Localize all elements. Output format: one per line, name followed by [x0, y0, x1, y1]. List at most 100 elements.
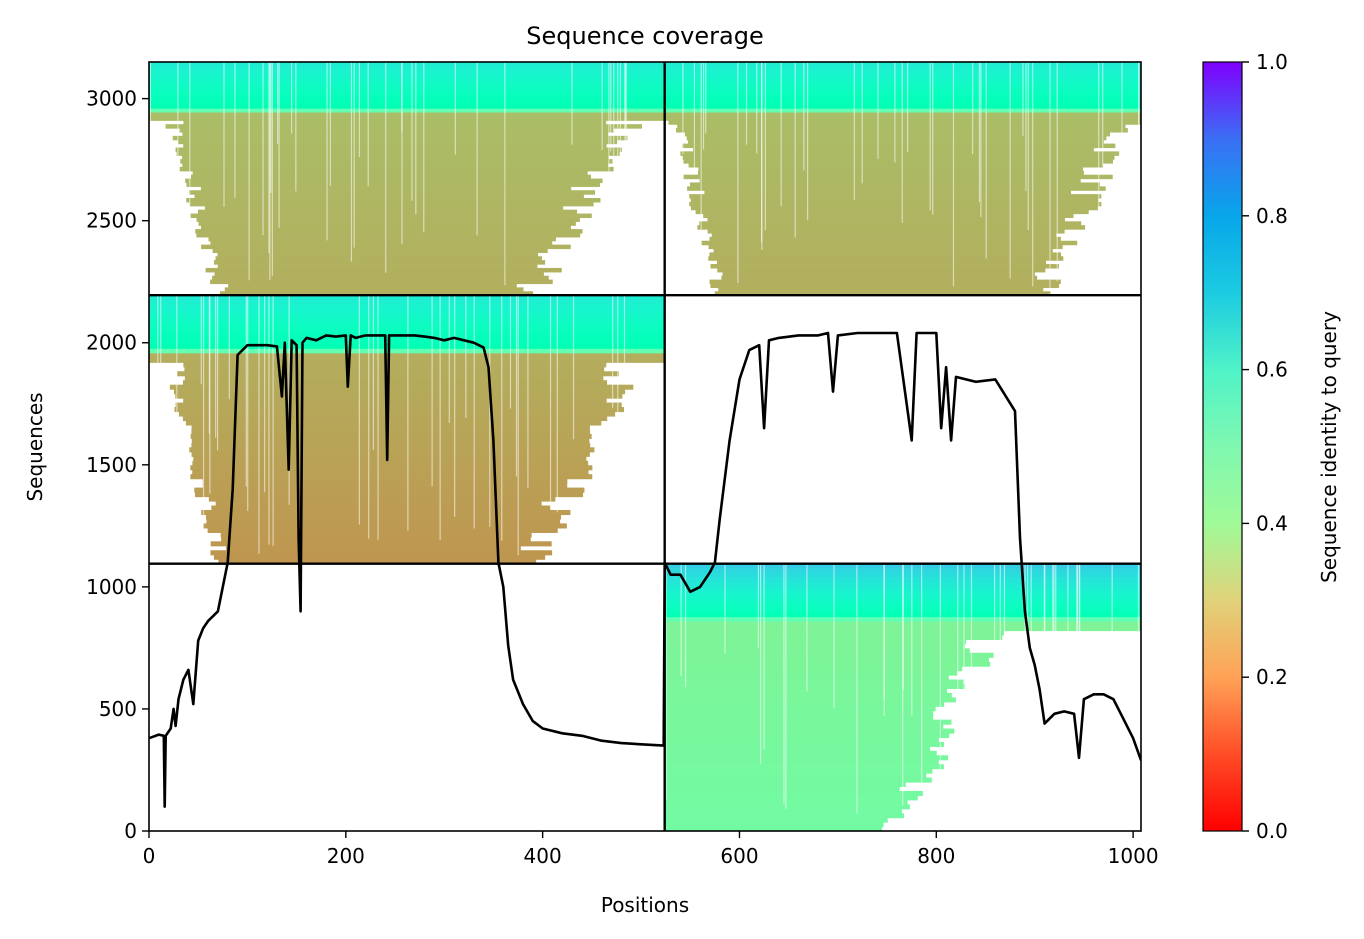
heatmap-row: [149, 326, 665, 332]
heatmap-row: [149, 81, 665, 86]
gap-column: [209, 295, 211, 494]
heatmap-row: [149, 335, 665, 341]
gap-column: [358, 295, 360, 525]
heatmap-row: [664, 822, 884, 828]
heatmap-row: [169, 384, 634, 390]
gap-column: [764, 62, 766, 231]
heatmap-row: [189, 447, 595, 453]
heatmap-row: [190, 213, 592, 219]
heatmap-row: [704, 190, 1072, 195]
heatmap-row: [208, 496, 556, 502]
y-tick-label: 500: [99, 697, 137, 721]
heatmap-row: [149, 330, 665, 337]
heatmap-row: [205, 267, 562, 273]
heatmap-row: [149, 308, 665, 314]
heatmap-row: [183, 398, 607, 404]
y-axis-label: Sequences: [23, 392, 47, 501]
heatmap-row: [149, 116, 665, 121]
gap-column: [358, 62, 360, 158]
heatmap-row: [695, 209, 1089, 215]
gap-column: [613, 62, 615, 163]
gap-column: [619, 62, 622, 236]
heatmap-row: [713, 248, 1053, 253]
gap-column: [894, 62, 896, 163]
gap-column: [329, 62, 331, 186]
heatmap-row: [182, 131, 609, 137]
heatmap-row: [177, 139, 618, 145]
x-axis-ticks: 0 200 400 600 800 1000: [143, 831, 1159, 868]
gap-column: [970, 563, 973, 724]
gap-column: [1067, 563, 1069, 768]
gap-column: [278, 62, 280, 228]
gap-column: [806, 563, 808, 692]
heatmap-row: [664, 724, 944, 730]
heatmap-row: [195, 492, 583, 498]
heatmap-row: [708, 244, 1063, 250]
gap-column: [624, 62, 626, 277]
heatmap-row: [699, 221, 1082, 226]
gap-column: [1032, 62, 1034, 287]
gap-column: [247, 295, 249, 511]
heatmap-row: [149, 69, 665, 75]
heatmap-row: [683, 159, 1113, 164]
heatmap-row: [149, 62, 665, 67]
gap-column: [176, 295, 178, 506]
heatmap-row: [664, 85, 1141, 90]
heatmap-row: [186, 182, 600, 187]
heatmap-row: [664, 96, 1141, 102]
gap-column: [745, 62, 748, 145]
colorbar-tick-label: 0.4: [1256, 511, 1288, 535]
gap-column: [957, 563, 959, 748]
gap-column: [883, 563, 885, 717]
gap-column: [1055, 563, 1057, 797]
heatmap-row: [204, 205, 564, 211]
heatmap-row: [197, 209, 578, 215]
chart-title: Sequence coverage: [526, 22, 763, 50]
gap-column: [929, 62, 931, 211]
colorbar-ticks: 0.0 0.2 0.4 0.6 0.8 1.0: [1242, 50, 1288, 843]
gap-column: [245, 295, 247, 487]
heatmap-row: [184, 375, 604, 381]
heatmap-row: [192, 460, 589, 466]
gap-column: [149, 62, 152, 233]
gap-column: [682, 62, 684, 155]
heatmap-row: [664, 746, 931, 752]
heatmap-row: [190, 474, 593, 480]
heatmap-row: [664, 719, 952, 725]
heatmap-row: [664, 728, 955, 734]
gap-column: [617, 62, 619, 257]
gap-column: [877, 62, 879, 160]
heatmap-row: [149, 65, 665, 71]
gap-column: [1111, 563, 1113, 751]
gap-column: [1076, 563, 1078, 675]
heatmap-row: [689, 194, 1102, 199]
gap-column: [785, 563, 787, 809]
gap-column: [189, 62, 191, 295]
gap-column: [1052, 563, 1054, 704]
gap-column: [258, 295, 260, 554]
heatmap-row: [188, 190, 596, 195]
heatmap-row: [664, 768, 933, 774]
heatmap-row: [149, 313, 665, 319]
heatmap-row: [149, 299, 665, 305]
heatmap-row: [697, 225, 1086, 230]
y-tick-label: 2000: [86, 331, 137, 355]
heatmap-row: [149, 112, 665, 117]
gap-column: [700, 62, 702, 259]
heatmap-row: [205, 514, 562, 520]
heatmap-row: [149, 108, 665, 114]
heatmap-row: [176, 151, 620, 156]
x-tick-label: 1000: [1108, 844, 1159, 868]
gap-column: [454, 295, 456, 517]
heatmap-row: [689, 201, 1102, 207]
heatmap-row: [664, 813, 904, 819]
heatmap-row: [183, 362, 607, 368]
heatmap-row: [682, 143, 1116, 149]
heatmap-row: [664, 701, 945, 707]
heatmap-row: [690, 205, 1098, 211]
gap-column: [401, 62, 403, 245]
gap-column: [268, 62, 270, 253]
heatmap-row: [193, 456, 587, 462]
gap-column: [448, 295, 450, 423]
